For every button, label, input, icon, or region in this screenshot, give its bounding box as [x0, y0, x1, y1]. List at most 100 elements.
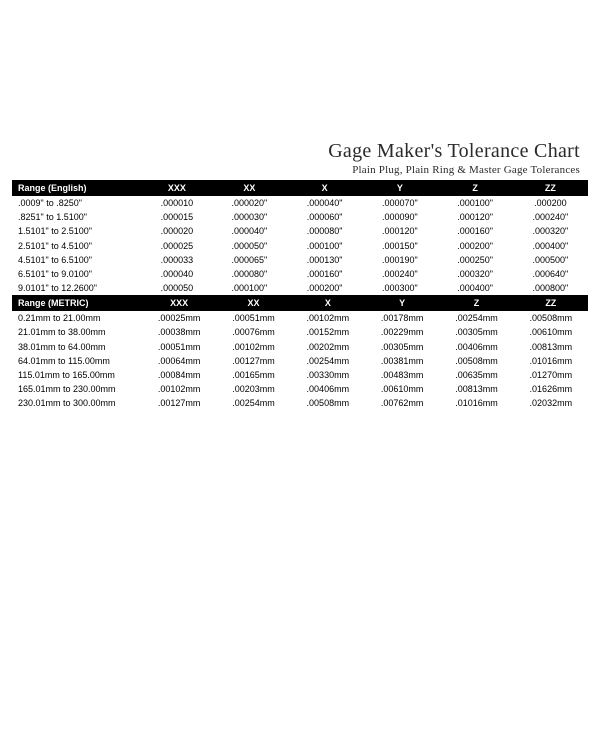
value-cell: .000800" [513, 281, 588, 295]
value-cell: .01016mm [514, 354, 588, 368]
english-table-body: .0009" to .8250".000010.000020" .000040".… [12, 196, 588, 295]
value-cell: .00038mm [142, 325, 216, 339]
value-cell: .000030" [212, 210, 287, 224]
metric-col-z: Z [439, 295, 513, 311]
value-cell: .000020 [142, 224, 212, 238]
value-cell: .000080" [212, 267, 287, 281]
value-cell: .00084mm [142, 368, 216, 382]
metric-col-x: X [291, 295, 365, 311]
value-cell: .00508mm [514, 311, 588, 325]
value-cell: .000100" [437, 196, 512, 210]
metric-table-body: 0.21mm to 21.00mm.00025mm.00051mm.00102m… [12, 311, 588, 410]
english-col-zz: ZZ [513, 180, 588, 196]
english-col-xx: XX [212, 180, 287, 196]
table-row: 1.5101" to 2.5100".000020.000040".000080… [12, 224, 588, 238]
table-row: 4.5101" to 6.5100".000033.000065".000130… [12, 253, 588, 267]
range-cell: 64.01mm to 115.00mm [12, 354, 142, 368]
english-table-wrap: Range (English) XXX XX X Y Z ZZ .0009" t… [12, 180, 588, 295]
english-col-y: Y [362, 180, 437, 196]
page-subtitle: Plain Plug, Plain Ring & Master Gage Tol… [12, 164, 580, 176]
value-cell: .000160" [437, 224, 512, 238]
value-cell: .00406mm [291, 382, 365, 396]
table-row: 21.01mm to 38.00mm.00038mm.00076mm.00152… [12, 325, 588, 339]
value-cell: .000640" [513, 267, 588, 281]
title-block: Gage Maker's Tolerance Chart Plain Plug,… [12, 140, 588, 176]
table-row: 0.21mm to 21.00mm.00025mm.00051mm.00102m… [12, 311, 588, 325]
value-cell: .000025 [142, 239, 212, 253]
value-cell: .000020" [212, 196, 287, 210]
table-row: 6.5101" to 9.0100".000040.000080".000160… [12, 267, 588, 281]
value-cell: .000500" [513, 253, 588, 267]
value-cell: .00762mm [365, 396, 439, 410]
value-cell: .000120" [437, 210, 512, 224]
table-row: 2.5101" to 4.5100".000025.000050".000100… [12, 239, 588, 253]
value-cell: .00102mm [216, 340, 290, 354]
value-cell: .00813mm [514, 340, 588, 354]
range-cell: 4.5101" to 6.5100" [12, 253, 142, 267]
value-cell: .000100" [212, 281, 287, 295]
value-cell: .000015 [142, 210, 212, 224]
value-cell: .00508mm [439, 354, 513, 368]
value-cell: .000400" [513, 239, 588, 253]
value-cell: .000320" [437, 267, 512, 281]
value-cell: .000070" [362, 196, 437, 210]
table-row: .0009" to .8250".000010.000020".000040".… [12, 196, 588, 210]
value-cell: .00064mm [142, 354, 216, 368]
value-cell: .00203mm [216, 382, 290, 396]
value-cell: .00406mm [439, 340, 513, 354]
range-cell: 230.01mm to 300.00mm [12, 396, 142, 410]
english-col-x: X [287, 180, 362, 196]
value-cell: .00127mm [216, 354, 290, 368]
value-cell: .000120" [362, 224, 437, 238]
value-cell: .000240" [362, 267, 437, 281]
value-cell: .00051mm [216, 311, 290, 325]
value-cell: .000160" [287, 267, 362, 281]
english-table-head: Range (English) XXX XX X Y Z ZZ [12, 180, 588, 196]
range-cell: 2.5101" to 4.5100" [12, 239, 142, 253]
value-cell: .000400" [437, 281, 512, 295]
range-cell: .0009" to .8250" [12, 196, 142, 210]
value-cell: .000150" [362, 239, 437, 253]
value-cell: .00076mm [216, 325, 290, 339]
value-cell: .000300" [362, 281, 437, 295]
table-row: 115.01mm to 165.00mm.00084mm.00165mm.003… [12, 368, 588, 382]
english-col-xxx: XXX [142, 180, 212, 196]
range-cell: 0.21mm to 21.00mm [12, 311, 142, 325]
value-cell: .00305mm [439, 325, 513, 339]
value-cell: .00483mm [365, 368, 439, 382]
value-cell: .00635mm [439, 368, 513, 382]
value-cell: .000040" [212, 224, 287, 238]
metric-col-xxx: XXX [142, 295, 216, 311]
value-cell: .00381mm [365, 354, 439, 368]
value-cell: .00025mm [142, 311, 216, 325]
value-cell: .000200" [437, 239, 512, 253]
value-cell: .00508mm [291, 396, 365, 410]
value-cell: .000010 [142, 196, 212, 210]
range-cell: 6.5101" to 9.0100" [12, 267, 142, 281]
table-row: .8251" to 1.5100".000015.000030".000060"… [12, 210, 588, 224]
value-cell: .00229mm [365, 325, 439, 339]
value-cell: .01626mm [514, 382, 588, 396]
english-header-row: Range (English) XXX XX X Y Z ZZ [12, 180, 588, 196]
table-row: 64.01mm to 115.00mm.00064mm.00127mm.0025… [12, 354, 588, 368]
value-cell: .000320" [513, 224, 588, 238]
value-cell: .000060" [287, 210, 362, 224]
metric-range-header: Range (METRIC) [12, 295, 142, 311]
value-cell: .00102mm [142, 382, 216, 396]
value-cell: .000200" [287, 281, 362, 295]
value-cell: .00254mm [291, 354, 365, 368]
value-cell: .000130" [287, 253, 362, 267]
value-cell: .00178mm [365, 311, 439, 325]
value-cell: .00051mm [142, 340, 216, 354]
range-cell: 1.5101" to 2.5100" [12, 224, 142, 238]
table-row: 165.01mm to 230.00mm.00102mm.00203mm.004… [12, 382, 588, 396]
range-cell: 21.01mm to 38.00mm [12, 325, 142, 339]
value-cell: .00254mm [439, 311, 513, 325]
value-cell: .000050 [142, 281, 212, 295]
value-cell: .01270mm [514, 368, 588, 382]
value-cell: .02032mm [514, 396, 588, 410]
range-cell: .8251" to 1.5100" [12, 210, 142, 224]
value-cell: .000090" [362, 210, 437, 224]
value-cell: .000240" [513, 210, 588, 224]
value-cell: .000200 [513, 196, 588, 210]
